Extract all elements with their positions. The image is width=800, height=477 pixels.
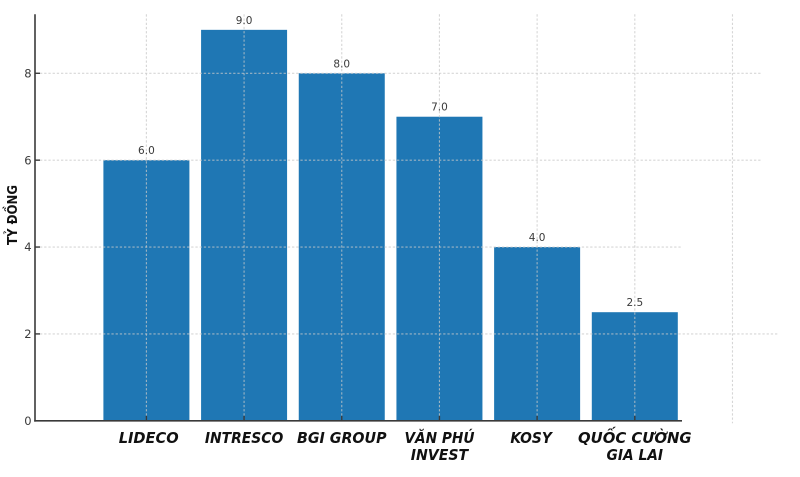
text-layer: TỶ ĐỒNG 0 2 4 6 8 6.0 9.0 8.0 7.0 4.0 2.5 LIDECO INT… — [3, 15, 692, 464]
axis-layer — [34, 14, 682, 422]
grid-layer — [35, 14, 778, 424]
y-tick-label-2: 2 — [24, 327, 31, 341]
category-label-quoc-cuong-gia-lai: QUỐC CƯỜNG GIA LAI — [578, 426, 692, 464]
value-label-bgi-group: 8.0 — [333, 58, 350, 70]
value-label-lideco: 6.0 — [138, 145, 155, 157]
y-tick-label-0: 0 — [24, 414, 31, 428]
y-tick-label-6: 6 — [24, 153, 31, 167]
value-label-quoc-cuong-gia-lai: 2.5 — [626, 297, 643, 309]
category-label-kosy: KOSY — [510, 429, 553, 447]
value-label-kosy: 4.0 — [529, 232, 546, 244]
y-axis-title: TỶ ĐỒNG — [3, 185, 21, 245]
bar-quoc-cuong-gia-lai — [591, 312, 678, 421]
category-label-van-phu-invest: VĂN PHÚ INVEST — [404, 428, 474, 464]
value-label-intresco: 9.0 — [236, 15, 253, 27]
y-tick-label-8: 8 — [24, 66, 31, 80]
category-label-bgi-group: BGI GROUP — [297, 429, 387, 447]
category-label-intresco: INTRESCO — [205, 429, 284, 447]
y-tick-label-4: 4 — [24, 240, 31, 254]
value-label-van-phu-invest: 7.0 — [431, 102, 448, 114]
category-label-lideco: LIDECO — [119, 429, 179, 447]
bars-layer — [103, 29, 678, 421]
